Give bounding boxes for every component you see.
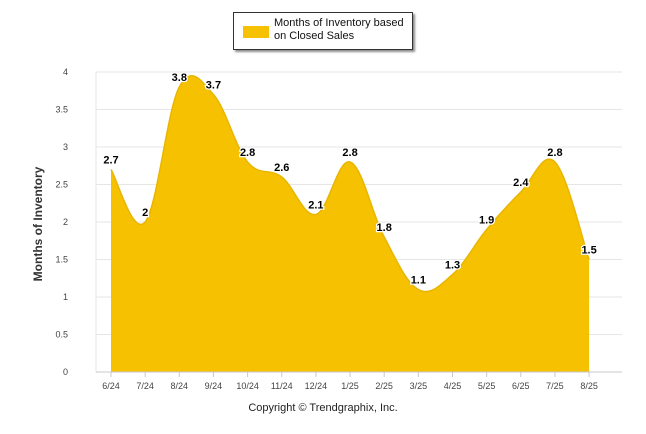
x-tick-label: 10/24 <box>236 381 259 391</box>
legend-swatch <box>243 26 269 38</box>
x-tick-label: 7/25 <box>546 381 564 391</box>
x-tick-label: 12/24 <box>305 381 328 391</box>
data-label: 1.5 <box>581 245 596 257</box>
data-label: 2.8 <box>342 147 357 159</box>
x-tick-label: 6/24 <box>102 381 120 391</box>
area-fill <box>111 75 590 372</box>
x-tick-label: 1/25 <box>341 381 359 391</box>
data-label: 3.8 <box>172 72 187 84</box>
copyright-text: Copyright © Trendgraphix, Inc. <box>248 402 398 414</box>
y-axis-title: Months of Inventory <box>31 166 45 282</box>
data-label: 1.1 <box>411 275 426 287</box>
data-label: 2 <box>142 207 148 219</box>
area-series <box>110 74 590 372</box>
y-tick-label: 2.5 <box>55 180 68 190</box>
y-tick-label: 2 <box>63 217 68 227</box>
y-tick-label: 4 <box>63 67 68 77</box>
data-label: 2.6 <box>274 162 289 174</box>
legend: Months of Inventory based on Closed Sale… <box>233 12 413 50</box>
data-label: 2.1 <box>308 200 323 212</box>
data-label: 1.8 <box>377 222 392 234</box>
x-tick-label: 7/24 <box>136 381 154 391</box>
series-line <box>110 74 590 293</box>
data-label: 1.3 <box>445 260 460 272</box>
y-tick-label: 3 <box>63 142 68 152</box>
legend-label: Months of Inventory based on Closed Sale… <box>274 17 404 42</box>
data-label: 2.4 <box>513 177 529 189</box>
x-tick-label: 3/25 <box>410 381 428 391</box>
data-label: 2.7 <box>103 155 118 167</box>
y-tick-label: 0.5 <box>55 330 68 340</box>
data-label: 2.8 <box>240 147 255 159</box>
y-tick-label: 3.5 <box>55 105 68 115</box>
y-tick-label: 1 <box>63 292 68 302</box>
data-labels: 2.7 2 3.8 3.7 2.8 2.6 2.1 2.8 1.8 1.1 1.3 1.9 2.4 2.8… <box>102 71 598 288</box>
x-tick-label: 11/24 <box>271 381 293 391</box>
x-tick-label: 8/24 <box>171 381 189 391</box>
data-label: 3.7 <box>206 80 221 92</box>
x-tick-label: 5/25 <box>478 381 496 391</box>
x-tick-label: 4/25 <box>444 381 462 391</box>
data-label: 1.9 <box>479 215 494 227</box>
x-tick-label: 9/24 <box>205 381 223 391</box>
y-tick-label: 0 <box>63 367 68 377</box>
data-label: 2.8 <box>547 147 562 159</box>
x-tick-label: 2/25 <box>375 381 393 391</box>
x-tick-label: 6/25 <box>512 381 530 391</box>
y-tick-label: 1.5 <box>55 255 68 265</box>
x-tick-label: 8/25 <box>580 381 598 391</box>
axes: 0 0.5 1 1.5 2 2.5 3 3.5 4 6/24 7/24 8/24 9/24 10/24 11… <box>55 67 622 391</box>
